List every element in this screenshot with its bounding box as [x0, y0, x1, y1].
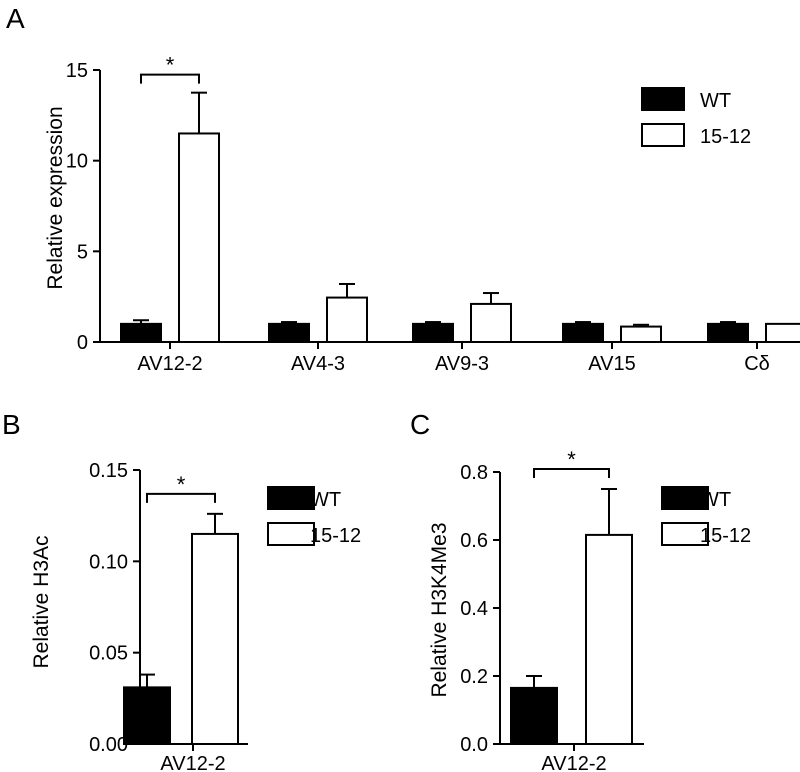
bar-15-12	[191, 532, 239, 746]
panel-letter: A	[6, 3, 25, 34]
y-tick-label: 0.05	[89, 643, 128, 665]
bar-wt	[707, 322, 749, 344]
bar-wt	[562, 322, 604, 344]
legend-swatch-wt	[641, 87, 685, 111]
y-tick-label: 10	[66, 151, 88, 173]
significance-bracket	[533, 468, 610, 478]
legend-swatch-15-12	[267, 522, 315, 546]
y-axis-label: Relative H3K4Me3	[428, 522, 451, 697]
panel-b: B 0.00 0.05 0.10 0.15 Relative H3Ac AV12-2 * WT 1…	[2, 409, 361, 772]
y-tick-label: 5	[77, 241, 88, 263]
legend-swatch-wt	[267, 486, 315, 510]
panel-a: A 0 5 10 15 Relative expression AV12-2 AV4-3 AV9…	[6, 3, 800, 375]
x-tick-label: AV4-3	[291, 353, 345, 375]
significance-star: *	[166, 53, 175, 78]
panel-letter: B	[2, 409, 21, 440]
legend-swatch-15-12	[641, 123, 685, 147]
bar-15-12	[585, 533, 633, 746]
y-tick-label: 0	[77, 332, 88, 354]
y-tick-label: 0.15	[89, 460, 128, 482]
bar-wt	[123, 686, 171, 746]
y-tick-label: 0.2	[460, 666, 488, 688]
y-tick-label: 0.8	[460, 462, 488, 484]
y-tick-label: 0.4	[460, 598, 488, 620]
significance-star: *	[567, 447, 576, 472]
y-tick-label: 15	[66, 60, 88, 82]
bar-wt	[510, 686, 558, 746]
y-axis-label: Relative H3Ac	[30, 535, 53, 668]
legend-label: 15-12	[700, 126, 751, 148]
y-tick-label: 0.00	[89, 734, 128, 756]
legend-swatch-15-12	[661, 522, 709, 546]
bar-15-12	[326, 296, 368, 343]
bar-wt	[120, 322, 162, 344]
legend-label: WT	[700, 489, 731, 511]
bar-15-12	[765, 322, 800, 344]
bar-15-12	[178, 132, 220, 343]
y-tick-label: 0.10	[89, 551, 128, 573]
bar-wt	[412, 322, 454, 344]
x-tick-label: AV12-2	[137, 353, 202, 375]
x-tick-label: Cδ	[744, 353, 770, 375]
legend-swatch-wt	[661, 486, 709, 510]
x-tick-label: AV15	[588, 353, 635, 375]
y-axis-label: Relative expression	[44, 106, 67, 289]
panel-c: C 0.0 0.2 0.4 0.6 0.8 Relative H3K4Me3 AV12-2 * W…	[410, 409, 751, 772]
x-tick-label: AV12-2	[160, 753, 225, 772]
bar-wt	[268, 322, 310, 344]
y-tick-label: 0.6	[460, 530, 488, 552]
legend-label: 15-12	[310, 525, 361, 547]
bar-15-12	[620, 325, 662, 344]
y-tick-label: 0.0	[460, 734, 488, 756]
legend-label: WT	[700, 90, 731, 112]
legend-label: 15-12	[700, 525, 751, 547]
panel-letter: C	[410, 409, 430, 440]
significance-bracket	[146, 492, 216, 503]
bar-15-12	[470, 302, 512, 344]
legend-label: WT	[310, 489, 341, 511]
x-tick-label: AV9-3	[435, 353, 489, 375]
x-tick-label: AV12-2	[541, 753, 606, 772]
significance-bracket	[140, 73, 200, 84]
significance-star: *	[177, 472, 186, 497]
